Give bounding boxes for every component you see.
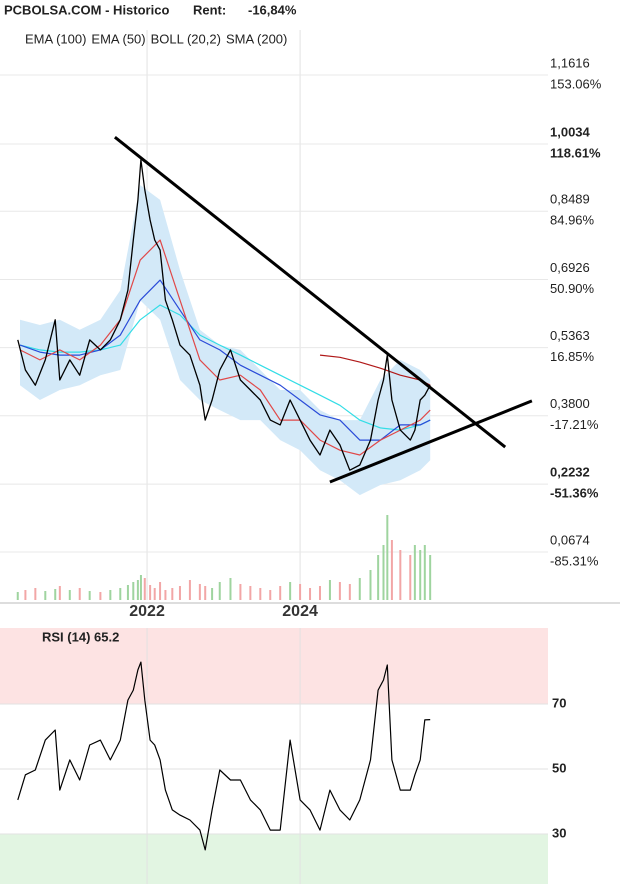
volume-bar <box>429 555 432 600</box>
volume-bar <box>358 578 361 600</box>
volume-bar <box>211 588 214 600</box>
volume-bar <box>309 588 312 600</box>
y-tick-label: 70 <box>552 695 566 710</box>
y-tick-label: 1,1616 <box>550 55 590 70</box>
y-tick-label: 0,3800 <box>550 396 590 411</box>
volume-bar <box>413 545 416 600</box>
y-tick-label: 0,2232 <box>550 465 590 480</box>
volume-bar <box>229 578 232 600</box>
volume-bar <box>126 585 129 600</box>
volume-bar <box>269 590 272 600</box>
trend-line <box>329 399 533 484</box>
volume-bar <box>409 555 412 600</box>
volume-bar <box>149 585 152 600</box>
volume-bar <box>99 592 102 600</box>
volume-bar <box>136 580 139 600</box>
price-line <box>17 159 431 471</box>
volume-bar <box>338 582 341 600</box>
volume-bar <box>377 555 380 600</box>
volume-bar <box>164 590 167 600</box>
volume-bar <box>188 580 191 600</box>
x-tick-label: 2022 <box>129 603 165 620</box>
volume-bar <box>139 575 142 600</box>
x-tick-label: 2024 <box>282 603 318 620</box>
volume-bar <box>259 588 262 600</box>
y-tick-label: 0,6926 <box>550 260 590 275</box>
volume-bar <box>382 545 385 600</box>
volume-bar <box>318 586 321 600</box>
volume-bar <box>132 582 135 600</box>
volume-bar <box>328 580 331 600</box>
y2-tick-label: -51.36% <box>550 485 599 500</box>
y-tick-label: 0,0674 <box>550 532 590 547</box>
volume-bar <box>369 570 372 600</box>
volume-bar <box>153 588 156 600</box>
y-tick-label: 1,0034 <box>550 124 591 139</box>
volume-bar <box>34 588 37 600</box>
volume-bar <box>119 588 122 600</box>
y2-tick-label: -85.31% <box>550 553 599 568</box>
volume-bar <box>68 590 71 600</box>
volume-bar <box>239 584 242 600</box>
volume-bar <box>249 586 252 600</box>
volume-bar <box>88 591 91 600</box>
chart-title: PCBOLSA.COM - Historico <box>4 2 169 17</box>
volume-bar <box>419 550 422 600</box>
volume-bar <box>299 584 302 600</box>
y-tick-label: 0,8489 <box>550 192 590 207</box>
y2-tick-label: 16.85% <box>550 349 595 364</box>
rsi-zone <box>0 833 548 884</box>
volume-bar <box>143 578 146 600</box>
volume-bar <box>348 584 351 600</box>
indicator-line <box>19 239 431 456</box>
volume-bar <box>218 582 221 600</box>
volume-bar <box>171 588 174 600</box>
y-tick-label: 30 <box>552 825 566 840</box>
volume-bar <box>58 586 61 600</box>
volume-bar <box>109 590 112 600</box>
volume-bar <box>390 540 393 600</box>
volume-bar <box>24 590 27 600</box>
volume-bar <box>399 550 402 600</box>
volume-bar <box>289 582 292 600</box>
volume-bar <box>198 584 201 600</box>
rent-value: -16,84% <box>248 2 297 17</box>
rent-label: Rent: <box>193 2 226 17</box>
y2-tick-label: 118.61% <box>550 145 601 160</box>
volume-bar <box>386 515 389 600</box>
rsi-line <box>17 661 431 851</box>
y-tick-label: 50 <box>552 760 566 775</box>
legend-entry: EMA (100) <box>25 31 86 46</box>
volume-bar <box>44 591 47 600</box>
volume-bar <box>159 582 162 600</box>
legend-entry: EMA (50) <box>91 31 145 46</box>
volume-bar <box>16 592 19 600</box>
y2-tick-label: 84.96% <box>550 213 595 228</box>
volume-bar <box>279 586 282 600</box>
bollinger-band <box>20 185 431 496</box>
y-tick-label: 0,5363 <box>550 328 590 343</box>
y2-tick-label: -17.21% <box>550 417 599 432</box>
volume-bar <box>178 586 181 600</box>
rsi-title: RSI (14) 65.2 <box>42 629 119 644</box>
rsi-zone <box>0 628 548 705</box>
y2-tick-label: 50.90% <box>550 281 595 296</box>
legend-entry: BOLL (20,2) <box>151 31 221 46</box>
trend-line <box>113 136 507 449</box>
volume-bar <box>78 588 81 600</box>
y2-tick-label: 153.06% <box>550 76 602 91</box>
legend-entry: SMA (200) <box>226 31 287 46</box>
volume-bar <box>204 586 207 600</box>
volume-bar <box>423 545 426 600</box>
volume-bar <box>54 589 57 600</box>
